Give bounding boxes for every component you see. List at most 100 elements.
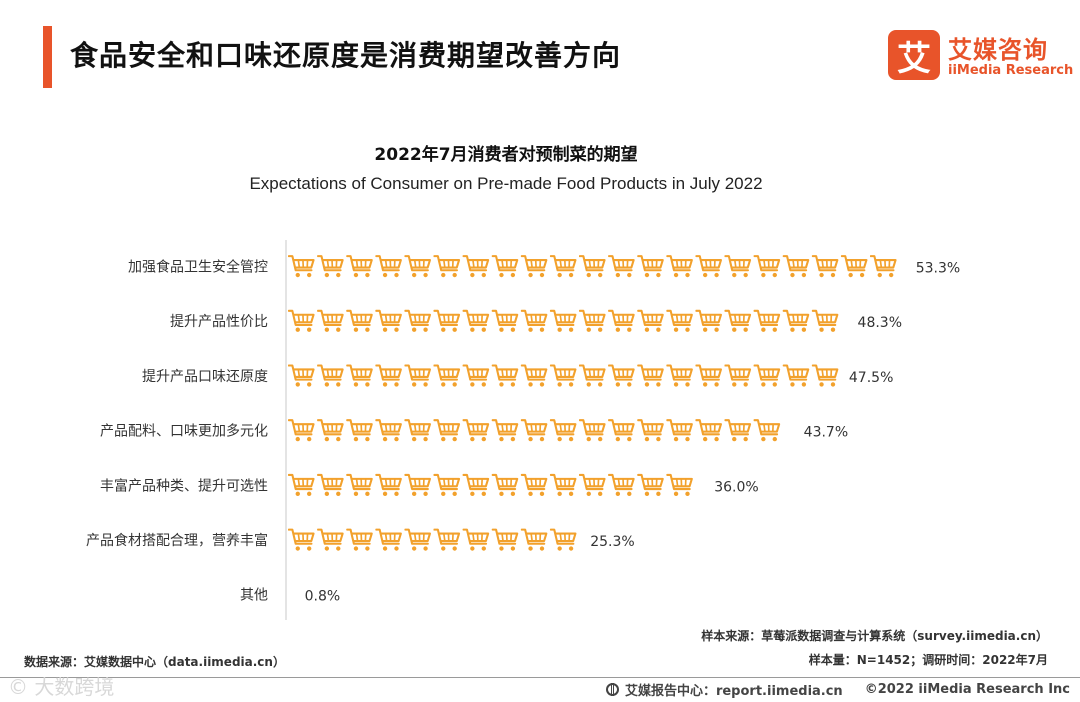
logo-name-cn: 艾媒咨询 <box>948 36 1048 64</box>
shopping-cart-icon <box>462 309 490 333</box>
shopping-cart-icon <box>695 309 722 333</box>
report-center-link[interactable]: 艾媒报告中心：report.iimedia.cn <box>624 684 843 699</box>
brand-logo[interactable]: 艾 艾媒咨询 iiMedia Research <box>888 30 1073 84</box>
shopping-cart-icon <box>666 309 693 333</box>
shopping-cart-icon <box>579 419 606 443</box>
shopping-cart-icon <box>520 309 548 333</box>
footer-divider <box>0 677 1080 678</box>
watermark: © 大数跨境 <box>8 675 115 699</box>
shopping-cart-icon <box>404 255 431 279</box>
data-source: 数据来源：艾媒数据中心（data.iimedia.cn） <box>24 655 285 669</box>
shopping-cart-icon <box>608 364 635 388</box>
bar-row <box>288 419 796 443</box>
shopping-cart-icon <box>375 528 402 552</box>
shopping-cart-icon <box>637 473 664 498</box>
shopping-cart-icon <box>375 473 402 498</box>
bar-row <box>288 309 850 333</box>
shopping-cart-icon <box>375 364 402 388</box>
shopping-cart-icon <box>491 255 519 279</box>
shopping-cart-icon <box>666 473 693 498</box>
shopping-cart-icon <box>608 419 635 443</box>
shopping-cart-icon <box>288 419 315 443</box>
category-label: 丰富产品种类、提升可选性 <box>100 477 268 494</box>
value-label: 48.3% <box>858 315 902 331</box>
category-label: 其他 <box>240 588 268 604</box>
shopping-cart-icon <box>462 364 490 388</box>
shopping-cart-icon <box>491 419 519 443</box>
shopping-cart-icon <box>433 528 461 552</box>
shopping-cart-icon <box>346 255 373 279</box>
footer-info: 艾媒报告中心：report.iimedia.cn ©2022 iiMedia R… <box>605 680 1070 699</box>
shopping-cart-icon <box>608 473 635 498</box>
shopping-cart-icon <box>695 255 722 279</box>
logo-mark-icon: 艾 <box>888 30 940 80</box>
shopping-cart-icon <box>549 473 577 498</box>
shopping-cart-icon <box>317 255 344 279</box>
shopping-cart-icon <box>346 528 373 552</box>
shopping-cart-icon <box>317 419 344 443</box>
shopping-cart-icon <box>404 419 431 443</box>
shopping-cart-icon <box>375 419 402 443</box>
shopping-cart-icon <box>782 255 810 279</box>
shopping-cart-icon <box>549 255 577 279</box>
bar-row <box>288 364 839 388</box>
shopping-cart-icon <box>288 473 315 498</box>
shopping-cart-icon <box>491 364 519 388</box>
shopping-cart-icon <box>520 528 548 552</box>
bar-row <box>288 255 908 279</box>
shopping-cart-icon <box>549 309 577 333</box>
shopping-cart-icon <box>317 473 344 498</box>
category-label: 提升产品性价比 <box>170 314 268 330</box>
shopping-cart-icon <box>520 473 548 498</box>
shopping-cart-icon <box>782 309 810 333</box>
shopping-cart-icon <box>724 309 752 333</box>
shopping-cart-icon <box>317 528 344 552</box>
value-label: 53.3% <box>916 261 960 277</box>
shopping-cart-icon <box>724 255 752 279</box>
title-accent-bar <box>43 26 52 88</box>
shopping-cart-icon <box>462 473 490 498</box>
logo-name-en: iiMedia Research <box>948 63 1074 78</box>
category-label: 产品食材搭配合理，营养丰富 <box>86 532 268 549</box>
value-label: 0.8% <box>305 589 341 605</box>
shopping-cart-icon <box>462 255 490 279</box>
shopping-cart-icon <box>637 309 664 333</box>
shopping-cart-icon <box>491 309 519 333</box>
shopping-cart-icon <box>666 255 693 279</box>
value-label: 36.0% <box>714 479 758 495</box>
shopping-cart-icon <box>346 473 373 498</box>
shopping-cart-icon <box>433 473 461 498</box>
shopping-cart-icon <box>375 255 402 279</box>
page-title: 食品安全和口味还原度是消费期望改善方向 <box>70 39 622 72</box>
chart-subtitle: Expectations of Consumer on Pre-made Foo… <box>249 174 763 193</box>
shopping-cart-icon <box>753 255 781 279</box>
shopping-cart-icon <box>317 364 344 388</box>
sample-info: 样本量：N=1452；调研时间：2022年7月 <box>808 653 1048 667</box>
shopping-cart-icon <box>608 255 635 279</box>
copyright: ©2022 iiMedia Research Inc <box>864 682 1070 697</box>
value-label: 47.5% <box>849 370 893 386</box>
shopping-cart-icon <box>346 419 373 443</box>
shopping-cart-icon <box>462 528 490 552</box>
shopping-cart-icon <box>433 255 461 279</box>
shopping-cart-icon <box>753 309 781 333</box>
shopping-cart-icon <box>520 255 548 279</box>
globe-icon <box>605 683 619 696</box>
shopping-cart-icon <box>404 364 431 388</box>
sample-source: 样本来源：草莓派数据调查与计算系统（survey.iimedia.cn） <box>701 629 1048 643</box>
shopping-cart-icon <box>549 419 577 443</box>
shopping-cart-icon <box>520 419 548 443</box>
shopping-cart-icon <box>637 419 664 443</box>
shopping-cart-icon <box>579 473 606 498</box>
shopping-cart-icon <box>811 309 839 333</box>
shopping-cart-icon <box>433 364 461 388</box>
shopping-cart-icon <box>870 255 897 279</box>
shopping-cart-icon <box>433 309 461 333</box>
shopping-cart-icon <box>491 528 519 552</box>
shopping-cart-icon <box>695 419 722 443</box>
value-label: 25.3% <box>590 534 634 550</box>
shopping-cart-icon <box>724 419 752 443</box>
shopping-cart-icon <box>520 364 548 388</box>
shopping-cart-icon <box>753 364 781 388</box>
